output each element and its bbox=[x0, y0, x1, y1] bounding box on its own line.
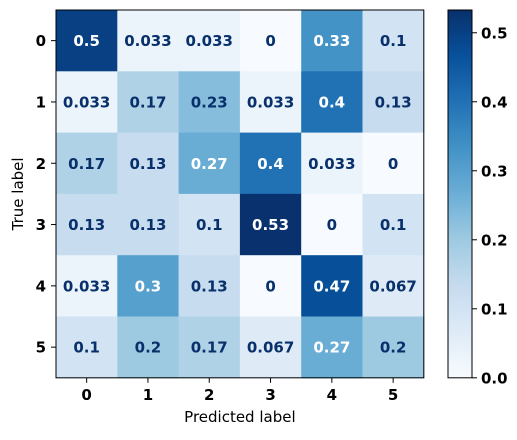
heatmap-cell bbox=[239, 193, 302, 256]
cell-value-label: 0.13 bbox=[68, 216, 105, 234]
heatmap-cell bbox=[362, 10, 425, 72]
heatmap-cell bbox=[178, 10, 241, 72]
heatmap-cell bbox=[56, 71, 118, 134]
heatmap-cell bbox=[117, 132, 180, 195]
cell-value-label: 0 bbox=[265, 32, 275, 50]
plot-frame bbox=[55, 9, 425, 379]
cell-value-label: 0.1 bbox=[73, 339, 100, 357]
cell-value-label: 0.033 bbox=[186, 32, 233, 50]
heatmap-cell bbox=[117, 255, 180, 318]
colorbar-tick-label: 0.1 bbox=[481, 300, 508, 318]
y-axis-ticks: 0 1 2 3 4 5 bbox=[36, 32, 56, 357]
heatmap-cell bbox=[117, 10, 180, 72]
colorbar-tick-label: 0.3 bbox=[481, 162, 508, 180]
cell-value-label: 0.33 bbox=[313, 32, 350, 50]
heatmap-cell bbox=[301, 316, 364, 379]
cell-value-label: 0.4 bbox=[257, 155, 284, 173]
cell-value-label: 0.13 bbox=[375, 93, 412, 111]
y-tick-label: 4 bbox=[36, 277, 46, 295]
cell-value-label: 0.47 bbox=[313, 277, 350, 295]
y-tick-label: 5 bbox=[36, 339, 46, 357]
cell-value-label: 0.53 bbox=[252, 216, 289, 234]
heatmap-cell bbox=[301, 71, 364, 134]
heatmap-cell bbox=[301, 10, 364, 72]
colorbar-ticks: 0.0 0.1 0.2 0.3 0.4 0.5 bbox=[472, 24, 508, 387]
heatmap-cell bbox=[178, 132, 241, 195]
heatmap-cell bbox=[301, 255, 364, 318]
colorbar bbox=[447, 9, 473, 379]
heatmap-cell bbox=[301, 132, 364, 195]
heatmap-cell bbox=[362, 71, 425, 134]
cell-value-label: 0.1 bbox=[380, 32, 407, 50]
heatmap-cell bbox=[178, 316, 241, 379]
cell-value-label: 0.3 bbox=[135, 277, 162, 295]
cell-value-label: 0.13 bbox=[129, 216, 166, 234]
heatmap-cell bbox=[239, 255, 302, 318]
x-tick-label: 2 bbox=[204, 386, 214, 404]
heatmap-cell bbox=[117, 316, 180, 379]
heatmap-cell bbox=[239, 132, 302, 195]
cell-value-label: 0.033 bbox=[63, 93, 110, 111]
heatmap-cells: 0.5 0.033 0.033 0 0.33 0.1 0.033 0.17 0.23 0.033 0… bbox=[56, 10, 425, 379]
x-tick-label: 3 bbox=[265, 386, 275, 404]
heatmap-cell bbox=[362, 132, 425, 195]
x-tick-label: 5 bbox=[388, 386, 398, 404]
cell-value-label: 0.1 bbox=[196, 216, 223, 234]
cell-value-label: 0.13 bbox=[129, 155, 166, 173]
heatmap-cell bbox=[362, 255, 425, 318]
cell-value-label: 0.1 bbox=[380, 216, 407, 234]
y-axis-label: True label bbox=[9, 157, 27, 231]
x-tick-label: 4 bbox=[327, 386, 337, 404]
heatmap-cell bbox=[56, 316, 118, 379]
cell-value-label: 0.067 bbox=[247, 339, 294, 357]
cell-value-label: 0.033 bbox=[124, 32, 171, 50]
cell-value-label: 0.17 bbox=[191, 339, 228, 357]
y-tick-label: 0 bbox=[36, 32, 46, 50]
cell-value-label: 0.13 bbox=[191, 277, 228, 295]
heatmap-cell bbox=[239, 10, 302, 72]
cell-value-label: 0.033 bbox=[308, 155, 355, 173]
heatmap-cell bbox=[362, 316, 425, 379]
cell-value-label: 0.2 bbox=[380, 339, 407, 357]
cell-value-label: 0 bbox=[327, 216, 337, 234]
x-axis-label: Predicted label bbox=[184, 408, 295, 426]
cell-value-label: 0.2 bbox=[135, 339, 162, 357]
heatmap-cell bbox=[56, 10, 118, 72]
colorbar-tick-label: 0.5 bbox=[481, 24, 508, 42]
heatmap-cell bbox=[239, 316, 302, 379]
heatmap-cell bbox=[362, 193, 425, 256]
colorbar-tick-label: 0.0 bbox=[481, 369, 508, 387]
heatmap-cell bbox=[56, 132, 118, 195]
cell-value-label: 0.4 bbox=[319, 93, 346, 111]
y-tick-label: 2 bbox=[36, 155, 46, 173]
heatmap-cell bbox=[239, 71, 302, 134]
heatmap-cell bbox=[301, 193, 364, 256]
heatmap-cell bbox=[178, 255, 241, 318]
cell-value-label: 0.033 bbox=[63, 277, 110, 295]
cell-value-label: 0.067 bbox=[369, 277, 416, 295]
x-tick-label: 0 bbox=[81, 386, 91, 404]
heatmap-cell bbox=[56, 193, 118, 256]
cell-value-label: 0.27 bbox=[313, 339, 350, 357]
cell-value-label: 0.5 bbox=[73, 32, 100, 50]
y-tick-label: 3 bbox=[36, 216, 46, 234]
heatmap-cell bbox=[117, 193, 180, 256]
heatmap-cell bbox=[178, 193, 241, 256]
x-axis-ticks: 0 1 2 3 4 5 bbox=[81, 377, 398, 404]
colorbar-tick-label: 0.2 bbox=[481, 231, 508, 249]
cell-value-label: 0.033 bbox=[247, 93, 294, 111]
cell-value-label: 0.17 bbox=[129, 93, 166, 111]
cell-value-label: 0.17 bbox=[68, 155, 105, 173]
colorbar-tick-label: 0.4 bbox=[481, 93, 508, 111]
heatmap-cell bbox=[117, 71, 180, 134]
cell-value-label: 0.27 bbox=[191, 155, 228, 173]
heatmap-cell bbox=[178, 71, 241, 134]
y-tick-label: 1 bbox=[36, 93, 46, 111]
heatmap-cell bbox=[56, 255, 118, 318]
x-tick-label: 1 bbox=[143, 386, 153, 404]
cell-value-label: 0 bbox=[265, 277, 275, 295]
cell-value-label: 0.23 bbox=[191, 93, 228, 111]
cell-value-label: 0 bbox=[388, 155, 398, 173]
